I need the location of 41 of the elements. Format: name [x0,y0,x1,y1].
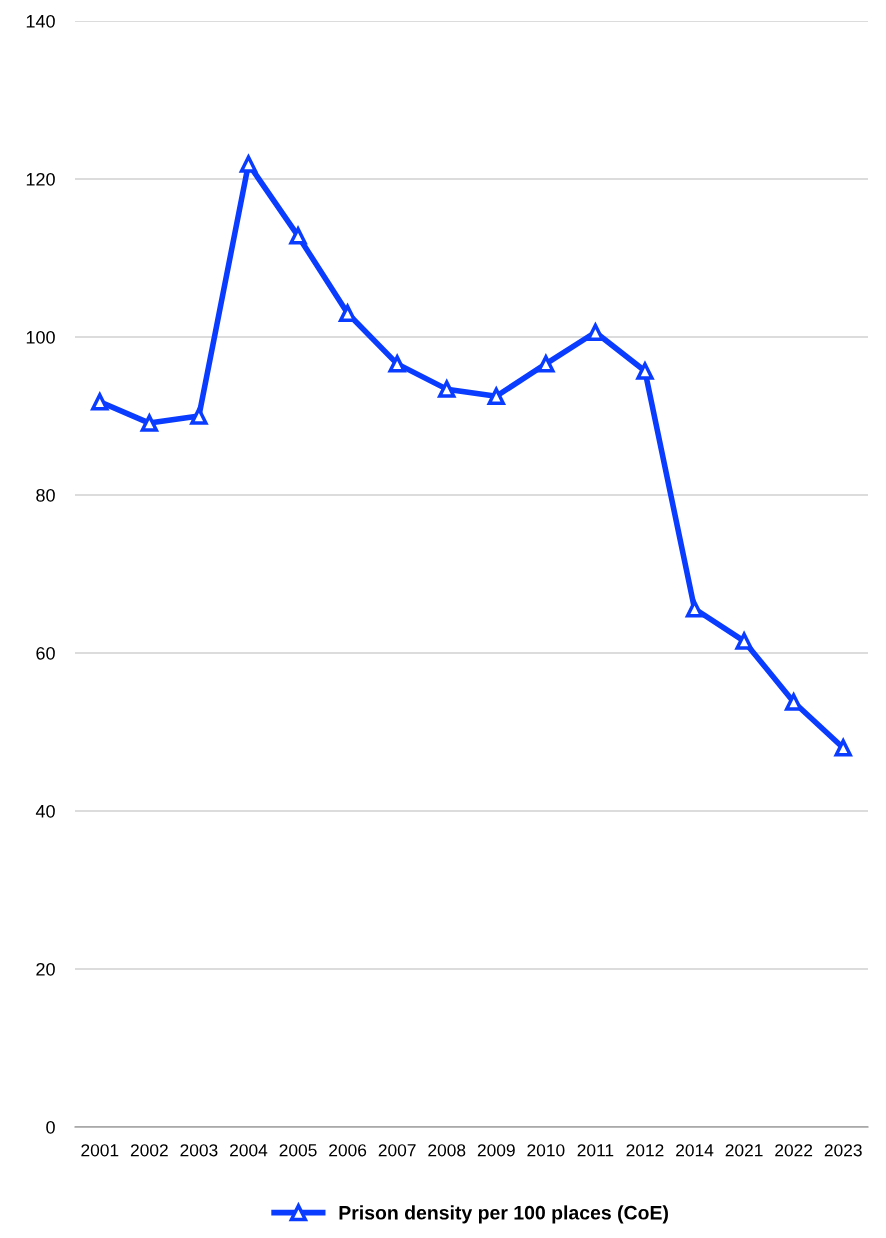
point [190,407,208,425]
point [784,693,803,711]
point [91,393,109,411]
point [289,227,307,245]
x-tick-label: 2023 [824,1144,862,1157]
legend-label: Prison density per 100 places (CoE) [339,1205,668,1224]
point [735,632,753,650]
x-tick-label: 2014 [676,1144,714,1157]
x-tick-label: 2005 [279,1144,317,1157]
point [834,739,852,757]
x-tick-label: 2007 [378,1144,416,1157]
y-tick-label: 80 [36,488,55,502]
y-tick-label: 0 [46,1120,55,1134]
x-tick-label: 2008 [428,1144,466,1157]
y-tick-label: 60 [36,646,55,660]
x-tick-label: 2009 [477,1144,515,1157]
x-tick-label: 2004 [230,1144,268,1157]
x-tick-label: 2010 [527,1144,565,1157]
y-tick-label: 120 [26,172,55,186]
x-tick-label: 2022 [775,1144,813,1157]
x-tick-label: 2011 [577,1144,614,1157]
point [486,385,506,405]
y-tick-label: 100 [26,330,55,344]
point [586,321,605,341]
y-tick-label: 20 [36,962,55,976]
point [140,414,159,432]
point [337,302,357,322]
point [239,155,258,173]
x-tick-label: 2003 [180,1144,218,1157]
x-tick-label: 2012 [626,1144,664,1157]
point [636,362,654,380]
x-tick-label: 2001 [81,1144,119,1157]
x-tick-label: 2006 [329,1144,367,1157]
point [388,355,406,373]
point [685,600,704,618]
x-tick-label: 2021 [725,1144,763,1157]
point [438,380,456,398]
y-tick-label: 40 [35,804,55,818]
x-tick-label: 2002 [130,1144,168,1157]
point [537,355,555,373]
y-tick-label: 140 [26,14,55,28]
